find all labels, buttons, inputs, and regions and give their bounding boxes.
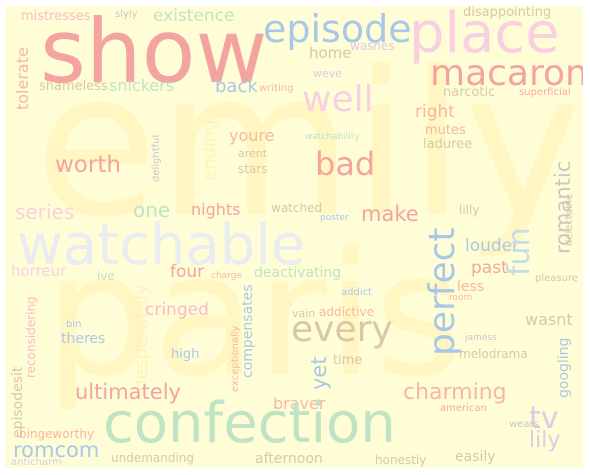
- word-bingeworthy: bingeworthy: [19, 427, 95, 441]
- word-vain: vain: [292, 307, 316, 320]
- word-mutes: mutes: [425, 123, 466, 138]
- word-stars: stars: [238, 162, 268, 176]
- word-past: past: [471, 258, 508, 278]
- word-macaron: macaron: [430, 53, 583, 94]
- word-room: room: [449, 293, 473, 303]
- word-shameless: shameless: [39, 79, 108, 94]
- word-deactivating: deactivating: [254, 265, 342, 281]
- word-right: right: [415, 102, 455, 122]
- word-perfect: perfect: [422, 227, 463, 356]
- word-place: place: [409, 6, 560, 66]
- word-jamess: jamess: [465, 333, 497, 343]
- word-pleasure: pleasure: [535, 273, 578, 284]
- word-washes: washes: [350, 39, 395, 53]
- word-youre: youre: [229, 126, 275, 145]
- word-ultimately: ultimately: [75, 380, 181, 404]
- word-ending: ending: [199, 119, 220, 181]
- word-reconsidering: reconsidering: [24, 296, 38, 378]
- word-slyly: slyly: [115, 9, 138, 20]
- word-narcotic: narcotic: [443, 85, 496, 100]
- word-show: show: [40, 6, 268, 103]
- word-worth: worth: [55, 152, 121, 178]
- word-less: less: [457, 279, 485, 295]
- word-afternoon: afternoon: [255, 451, 323, 467]
- word-laduree: laduree: [423, 137, 473, 152]
- word-one: one: [133, 198, 171, 222]
- word-watched: watched: [271, 201, 323, 215]
- word-louder: louder: [465, 236, 520, 256]
- word-theres: theres: [61, 331, 106, 347]
- word-melodrama: melodrama: [459, 347, 528, 361]
- word-series: series: [15, 200, 75, 224]
- word-horreur: horreur: [11, 262, 67, 280]
- word-every: every: [291, 309, 393, 350]
- word-american: american: [440, 403, 487, 414]
- word-weve: weve: [313, 67, 343, 80]
- word-easily: easily: [455, 449, 496, 465]
- word-time: time: [333, 353, 363, 368]
- word-nights: nights: [191, 200, 241, 219]
- word-cloud: emily paris desperately ending show plac…: [5, 6, 583, 468]
- word-lily: lily: [529, 428, 561, 453]
- word-tv: tv: [529, 401, 559, 436]
- word-charming: charming: [403, 380, 507, 405]
- word-delightful: delightful: [151, 134, 162, 182]
- word-compensates: compensates: [240, 284, 256, 378]
- word-addictive: addictive: [319, 305, 375, 319]
- word-watchability: watchability: [305, 132, 360, 142]
- word-disappointing: disappointing: [463, 6, 552, 20]
- word-fun: fun: [502, 227, 537, 276]
- word-honestly: honestly: [375, 453, 427, 467]
- word-back: back: [215, 76, 258, 97]
- word-bin: bin: [66, 319, 82, 330]
- word-four: four: [170, 262, 205, 282]
- word-lilly: lilly: [459, 203, 480, 217]
- word-delectable: delectable: [564, 193, 575, 246]
- word-tolerate: tolerate: [13, 47, 32, 110]
- word-undemanding: undemanding: [111, 451, 195, 465]
- word-googling: googling: [556, 337, 572, 398]
- word-home: home: [309, 44, 352, 62]
- word-wears: wears: [509, 419, 539, 430]
- word-make: make: [361, 202, 419, 226]
- word-braver: braver: [273, 394, 326, 413]
- word-charge: charge: [211, 271, 242, 281]
- word-poster: poster: [320, 213, 349, 223]
- word-watchable: watchable: [17, 213, 306, 278]
- word-cringed: cringed: [145, 300, 209, 320]
- word-emily: emily: [35, 29, 583, 262]
- word-snickers: snickers: [109, 76, 175, 95]
- word-romcom: romcom: [13, 438, 100, 462]
- word-writing: writing: [259, 83, 294, 94]
- word-paris: paris: [45, 217, 463, 415]
- word-anticharm: anticharm: [11, 457, 62, 468]
- word-confection: confection: [103, 391, 396, 456]
- word-arent: arent: [238, 147, 268, 160]
- word-addict: addict: [341, 287, 373, 298]
- word-ive: ive: [97, 269, 115, 283]
- word-wasnt: wasnt: [525, 310, 573, 329]
- word-superficial: superficial: [519, 87, 571, 98]
- word-episode: episode: [263, 7, 412, 51]
- word-high: high: [171, 347, 200, 362]
- word-existence: existence: [153, 6, 235, 26]
- word-well: well: [302, 79, 374, 120]
- word-mistresses: mistresses: [21, 9, 91, 24]
- word-bad: bad: [315, 145, 376, 183]
- word-yet: yet: [307, 356, 331, 390]
